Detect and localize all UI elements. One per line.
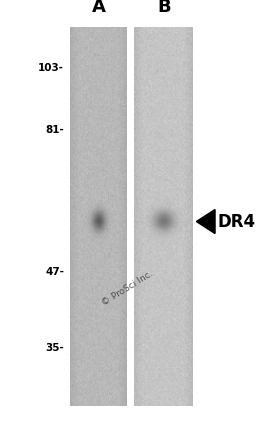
- Text: 47-: 47-: [45, 267, 64, 276]
- Polygon shape: [196, 209, 215, 233]
- Text: A: A: [92, 0, 105, 16]
- Text: © ProSci Inc.: © ProSci Inc.: [101, 269, 155, 307]
- Text: 35-: 35-: [45, 343, 64, 353]
- Text: 103-: 103-: [38, 63, 64, 73]
- Text: B: B: [157, 0, 171, 16]
- Text: DR4: DR4: [218, 212, 256, 230]
- Text: 81-: 81-: [45, 125, 64, 135]
